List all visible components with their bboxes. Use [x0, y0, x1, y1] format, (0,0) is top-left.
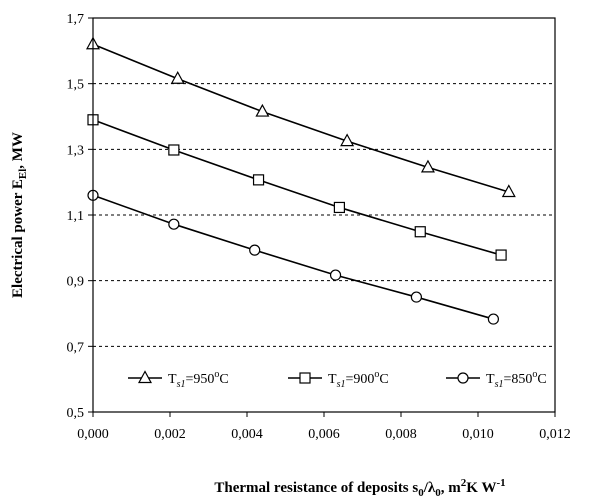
tick-layer: 0,5 0,7 0,9 1,1 1,3 1,5 1,7 0,000 0,002 0,004 0,00… — [67, 12, 571, 442]
data-point — [249, 244, 261, 256]
legend-label: Ts1=900oC — [328, 369, 389, 390]
legend-entry-3: Ts1=850oC — [446, 369, 547, 390]
series-line — [92, 194, 494, 320]
legend-marker — [137, 370, 153, 384]
data-point — [168, 218, 180, 230]
y-tick-label: 1,7 — [67, 12, 85, 27]
y-tick-label: 1,3 — [67, 143, 85, 158]
y-tick-label: 0,7 — [67, 340, 85, 355]
series-1 — [85, 36, 516, 198]
y-axis-label: Electrical power EEl, MW — [10, 132, 29, 298]
legend-marker — [457, 372, 469, 384]
y-tick-label: 0,9 — [67, 275, 85, 290]
x-tick-label: 0,000 — [77, 427, 109, 442]
series-layer — [85, 36, 516, 325]
data-point — [329, 269, 342, 281]
series-line — [92, 119, 502, 256]
grid-layer — [93, 83, 555, 347]
y-tick-label: 1,5 — [67, 78, 85, 93]
x-tick-label: 0,010 — [462, 427, 494, 442]
legend-marker — [299, 372, 311, 384]
data-point — [340, 133, 355, 147]
x-axis-label: Thermal resistance of deposits s0/λ0, m2… — [214, 477, 505, 498]
data-point — [410, 291, 422, 303]
data-point — [495, 249, 507, 261]
data-point — [252, 174, 265, 186]
series-line — [92, 43, 510, 193]
x-tick-label: 0,004 — [231, 427, 263, 442]
x-tick-label: 0,002 — [154, 427, 186, 442]
data-point — [168, 144, 180, 156]
legend-entry-1: Ts1=950oC — [128, 369, 229, 390]
legend-entry-2: Ts1=900oC — [288, 369, 389, 390]
data-point — [487, 313, 499, 325]
series-3 — [87, 189, 499, 325]
legend-layer: Ts1=950oC Ts1=900oC Ts1=850oC — [128, 369, 547, 390]
legend-label: Ts1=850oC — [486, 369, 547, 390]
data-point — [501, 184, 516, 198]
data-point — [333, 201, 345, 214]
data-point — [170, 70, 185, 84]
data-point — [414, 226, 426, 238]
data-point — [420, 159, 435, 173]
data-point — [255, 103, 270, 117]
x-tick-label: 0,006 — [308, 427, 340, 442]
x-tick-label: 0,012 — [539, 427, 571, 442]
y-tick-label: 1,1 — [67, 209, 85, 224]
x-tick-label: 0,008 — [385, 427, 417, 442]
series-2 — [87, 114, 507, 261]
legend-label: Ts1=950oC — [168, 369, 229, 390]
y-tick-label: 0,5 — [67, 406, 85, 421]
